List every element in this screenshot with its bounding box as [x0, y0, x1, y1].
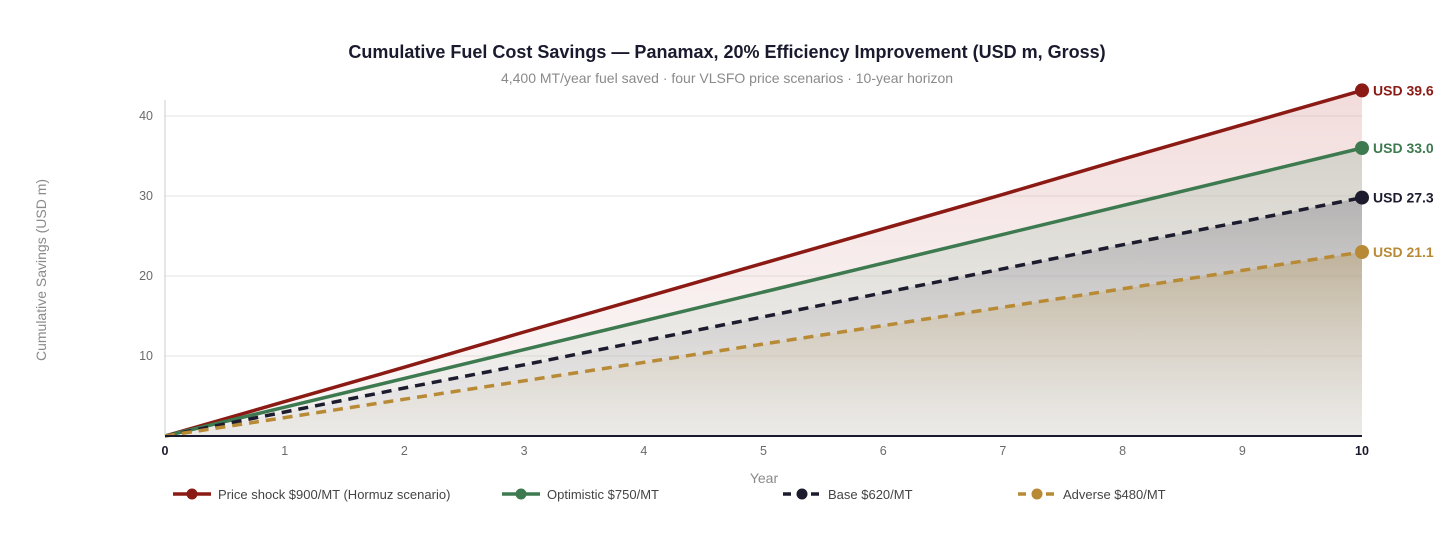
end-marker-optimistic-750-mt: [1355, 141, 1369, 155]
series-line-adverse-480-mt: [164, 250, 1363, 438]
end-marker-price-shock-900-mt-hormuz-scenario: [1355, 83, 1369, 98]
legend-item-adverse-480-mt[interactable]: Adverse $480/MT: [1018, 487, 1166, 502]
end-marker-base-620-mt: [1355, 190, 1369, 205]
y-tick-label-30: 30: [139, 189, 153, 203]
chart-subtitle: 4,400 MT/year fuel saved · four VLSFO pr…: [501, 70, 953, 86]
legend-item-base-620-mt[interactable]: Base $620/MT: [783, 487, 913, 502]
legend-label: Base $620/MT: [828, 487, 913, 502]
end-labels: USD 39.6 USD 33.0 USD 27.3 USD 21.1: [1373, 82, 1434, 260]
y-tick-label-20: 20: [139, 269, 153, 283]
end-label-price-shock-900-mt-hormuz-scenario: USD 39.6: [1373, 82, 1434, 98]
series-line-price-shock-900-mt-hormuz-scenario: [164, 88, 1363, 438]
legend-swatch-marker: [515, 488, 527, 500]
legend-label: Adverse $480/MT: [1063, 487, 1166, 502]
y-axis-label: Cumulative Savings (USD m): [33, 179, 49, 361]
x-tick-label-3: 3: [521, 444, 528, 458]
x-tick-label-7: 7: [999, 444, 1006, 458]
legend-swatch-marker: [796, 488, 808, 500]
legend[interactable]: Price shock $900/MT (Hormuz scenario) Opt…: [173, 487, 1166, 502]
end-marker-adverse-480-mt: [1355, 245, 1369, 259]
chart-title: Cumulative Fuel Cost Savings — Panamax, …: [348, 42, 1105, 62]
y-tick-labels: 10 20 30 40: [139, 109, 153, 363]
x-tick-label-1: 1: [281, 444, 288, 458]
series-line-optimistic-750-mt: [164, 146, 1363, 438]
x-tick-label-10: 10: [1355, 444, 1369, 458]
legend-swatch-marker: [186, 488, 198, 500]
x-tick-label-0: 0: [162, 444, 169, 458]
x-tick-label-8: 8: [1119, 444, 1126, 458]
legend-item-optimistic-750-mt[interactable]: Optimistic $750/MT: [502, 487, 659, 502]
y-tick-label-10: 10: [139, 349, 153, 363]
x-tick-label-6: 6: [880, 444, 887, 458]
end-label-optimistic-750-mt: USD 33.0: [1373, 140, 1434, 156]
x-tick-label-2: 2: [401, 444, 408, 458]
x-axis-label: Year: [750, 470, 779, 486]
legend-swatch-marker: [1031, 488, 1043, 500]
legend-label: Price shock $900/MT (Hormuz scenario): [218, 487, 450, 502]
end-label-base-620-mt: USD 27.3: [1373, 190, 1434, 206]
x-tick-labels: 0 1 2 3 4 5 6 7 8 9 10: [162, 444, 1369, 458]
end-markers: [1355, 83, 1369, 259]
legend-item-price-shock-900-mt-hormuz-scenario[interactable]: Price shock $900/MT (Hormuz scenario): [173, 487, 450, 502]
x-tick-label-9: 9: [1239, 444, 1246, 458]
y-tick-label-40: 40: [139, 109, 153, 123]
x-tick-label-5: 5: [760, 444, 767, 458]
x-tick-label-4: 4: [640, 444, 647, 458]
end-label-adverse-480-mt: USD 21.1: [1373, 244, 1434, 260]
series-lines: [164, 88, 1363, 438]
legend-label: Optimistic $750/MT: [547, 487, 659, 502]
